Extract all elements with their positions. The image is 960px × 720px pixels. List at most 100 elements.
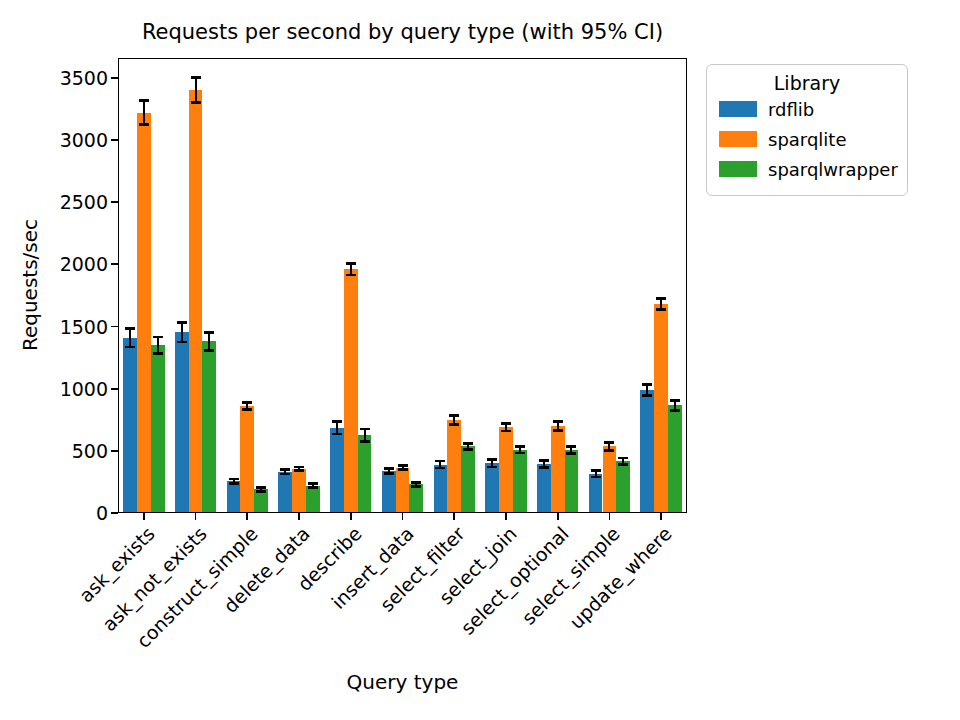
y-tick-mark — [111, 512, 118, 514]
bar-sparqlite-ask_not_exists — [189, 90, 203, 512]
error-bar-cap-top — [604, 441, 614, 444]
x-tick-mark — [557, 513, 559, 520]
bar-rdflib-describe — [330, 428, 344, 512]
y-tick-label: 1500 — [38, 317, 108, 337]
y-tick-mark — [111, 326, 118, 328]
error-bar-cap-top — [398, 464, 408, 467]
error-bar-line — [129, 328, 131, 347]
bar-sparqlwrapper-select_optional — [565, 450, 579, 512]
bar-sparqlite-insert_data — [396, 468, 410, 513]
error-bar-cap-bottom — [256, 490, 266, 493]
error-bar-cap-bottom — [308, 486, 318, 489]
bar-rdflib-select_simple — [589, 474, 603, 512]
x-tick-mark — [505, 513, 507, 520]
error-bar-cap-top — [360, 428, 370, 431]
bar-sparqlwrapper-select_filter — [461, 446, 475, 512]
y-tick-mark — [111, 201, 118, 203]
error-bar-cap-bottom — [435, 467, 445, 470]
error-bar-cap-top — [204, 331, 214, 334]
bar-rdflib-ask_not_exists — [175, 332, 189, 512]
error-bar-cap-bottom — [487, 466, 497, 469]
x-tick-mark — [402, 513, 404, 520]
error-bar-cap-top — [308, 482, 318, 485]
error-bar-cap-bottom — [566, 452, 576, 455]
bar-rdflib-ask_exists — [123, 338, 137, 512]
bar-sparqlite-describe — [344, 269, 358, 512]
legend-rows: rdflib sparqlite sparqlwrapper — [707, 94, 907, 184]
legend-label: rdflib — [768, 99, 814, 120]
y-tick-mark — [111, 388, 118, 390]
error-bar-cap-top — [125, 327, 135, 330]
error-bar-cap-bottom — [191, 101, 201, 104]
bar-sparqlwrapper-describe — [358, 435, 372, 512]
y-tick-label: 3000 — [38, 130, 108, 150]
error-bar-cap-bottom — [204, 349, 214, 352]
bar-sparqlwrapper-update_where — [668, 405, 682, 512]
error-bar-cap-top — [139, 99, 149, 102]
bar-sparqlwrapper-ask_exists — [151, 345, 165, 512]
error-bar-cap-top — [539, 459, 549, 462]
error-bar-cap-top — [642, 383, 652, 386]
legend-swatch — [719, 161, 757, 177]
error-bar-cap-top — [487, 458, 497, 461]
error-bar-cap-bottom — [515, 452, 525, 455]
error-bar-cap-top — [449, 414, 459, 417]
bar-sparqlwrapper-insert_data — [409, 484, 423, 512]
error-bar-cap-top — [280, 468, 290, 471]
error-bar-cap-top — [256, 486, 266, 489]
y-tick-label: 500 — [38, 441, 108, 461]
legend-label: sparqlwrapper — [768, 159, 898, 180]
bar-sparqlite-update_where — [654, 304, 668, 512]
error-bar-cap-top — [566, 445, 576, 448]
error-bar-cap-bottom — [398, 468, 408, 471]
error-bar-cap-bottom — [656, 308, 666, 311]
y-tick-label: 2500 — [38, 192, 108, 212]
error-bar-cap-bottom — [332, 433, 342, 436]
error-bar-cap-top — [618, 457, 628, 460]
legend: Library rdflib sparqlite sparqlwrapper — [706, 64, 908, 196]
bar-rdflib-update_where — [640, 390, 654, 512]
bar-sparqlwrapper-construct_simple — [254, 489, 268, 512]
bar-sparqlwrapper-select_simple — [616, 461, 630, 512]
error-bar-cap-bottom — [294, 469, 304, 472]
y-tick-mark — [111, 139, 118, 141]
error-bar-cap-bottom — [153, 352, 163, 355]
legend-title: Library — [707, 72, 907, 94]
legend-label: sparqlite — [768, 129, 846, 150]
bar-sparqlwrapper-ask_not_exists — [202, 341, 216, 512]
error-bar-cap-bottom — [553, 429, 563, 432]
x-tick-mark — [246, 513, 248, 520]
error-bar-cap-bottom — [125, 346, 135, 349]
error-bar-cap-top — [384, 467, 394, 470]
error-bar-line — [195, 78, 197, 103]
legend-swatch — [719, 131, 757, 147]
y-tick-label: 1000 — [38, 379, 108, 399]
bar-sparqlite-select_simple — [603, 446, 617, 512]
error-bar-cap-bottom — [411, 485, 421, 488]
error-bar-cap-top — [332, 420, 342, 423]
error-bar-cap-top — [191, 76, 201, 79]
bar-sparqlwrapper-select_join — [513, 450, 527, 513]
error-bar-cap-top — [553, 420, 563, 423]
error-bar-cap-bottom — [501, 430, 511, 433]
error-bar-line — [143, 101, 145, 125]
error-bar-cap-bottom — [384, 472, 394, 475]
error-bar-cap-bottom — [242, 408, 252, 411]
figure-title: Requests per second by query type (with … — [118, 20, 687, 44]
error-bar-cap-bottom — [463, 448, 473, 451]
error-bar-cap-bottom — [591, 476, 601, 479]
error-bar-line — [181, 322, 183, 342]
legend-item-rdflib: rdflib — [707, 94, 907, 124]
legend-swatch — [719, 101, 757, 117]
figure: Requests per second by query type (with … — [0, 0, 960, 720]
error-bar-cap-top — [435, 460, 445, 463]
error-bar-cap-top — [346, 262, 356, 265]
y-tick-label: 0 — [38, 503, 108, 523]
legend-item-sparqlite: sparqlite — [707, 124, 907, 154]
error-bar-cap-bottom — [360, 440, 370, 443]
error-bar-cap-top — [411, 481, 421, 484]
x-tick-mark — [609, 513, 611, 520]
error-bar-cap-bottom — [229, 482, 239, 485]
bar-rdflib-select_optional — [537, 464, 551, 512]
error-bar-cap-top — [242, 401, 252, 404]
